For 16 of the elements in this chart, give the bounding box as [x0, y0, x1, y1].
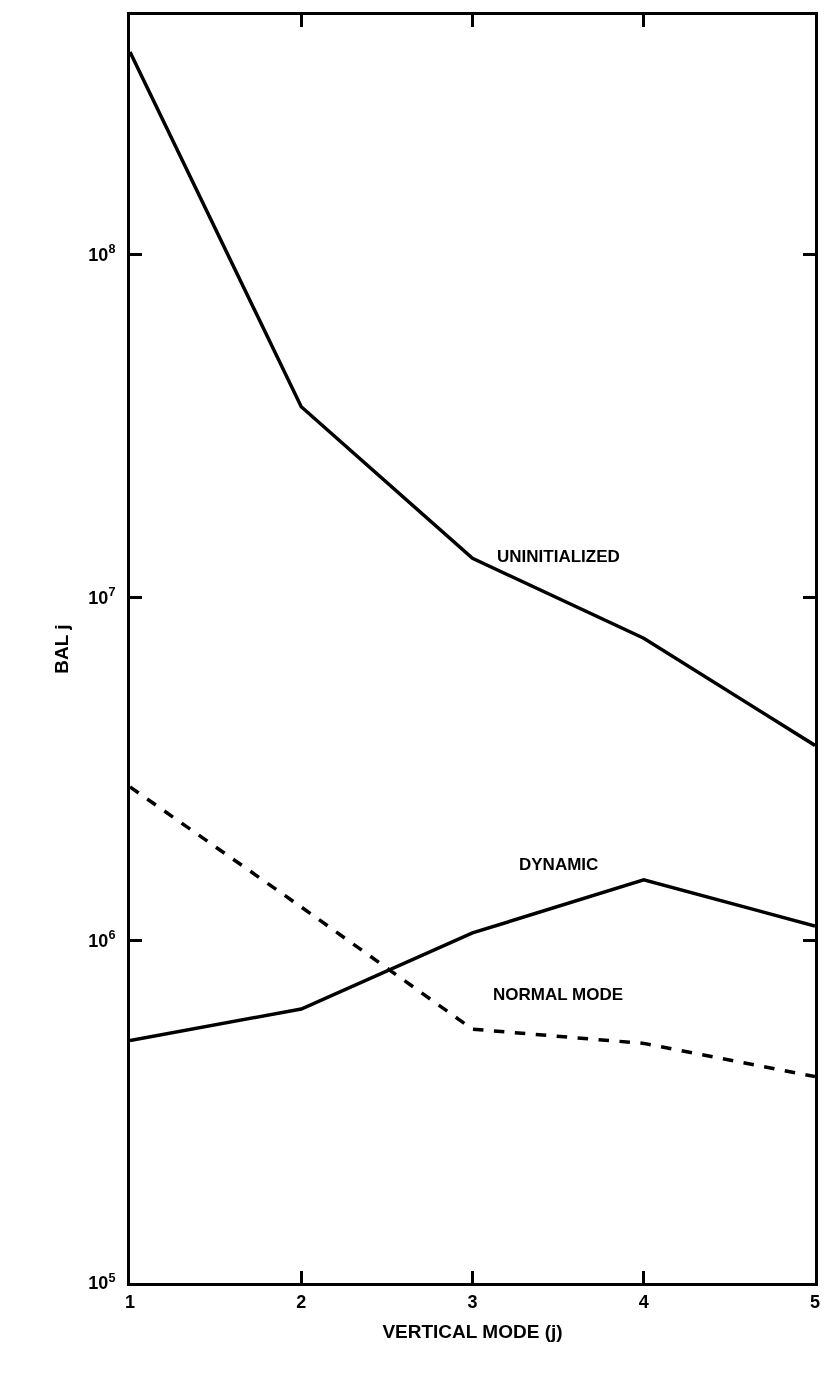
x-tick-label: 3 — [467, 1291, 478, 1312]
series-label: NORMAL MODE — [493, 985, 624, 1004]
x-tick-label: 4 — [638, 1291, 649, 1312]
y-tick-label: 10$^{6}$ — [88, 927, 116, 951]
line-series — [130, 785, 815, 1079]
x-axis-title: VERTICAL MODE (j) — [382, 1321, 563, 1343]
x-tick-label: 1 — [124, 1291, 136, 1312]
y-tick-label: 10$^{8}$ — [88, 242, 116, 265]
line-series — [130, 50, 815, 748]
series-label: UNINITIALIZED — [497, 547, 620, 566]
series-label: DYNAMIC — [519, 855, 599, 874]
y-axis-title: BAL j — [51, 624, 73, 674]
x-tick-label: 5 — [809, 1291, 821, 1312]
x-tick-label: 2 — [296, 1291, 307, 1312]
y-tick-label: 10$^{7}$ — [88, 585, 116, 608]
y-tick-label: 10$^{5}$ — [88, 1270, 116, 1294]
